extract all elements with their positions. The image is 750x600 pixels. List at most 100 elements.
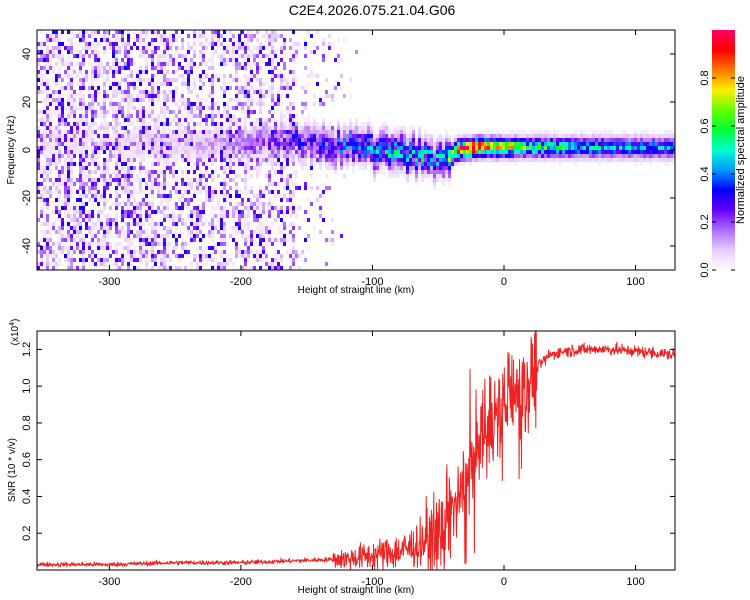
spectrogram-cell — [361, 162, 364, 166]
spectrogram-cell — [169, 258, 172, 262]
spectrogram-cell — [235, 214, 238, 218]
spectrogram-cell — [82, 138, 85, 142]
spectrogram-cell — [253, 118, 256, 122]
spectrogram-cell — [133, 106, 136, 110]
spectrogram-cell — [145, 146, 148, 150]
spectrogram-cell — [298, 254, 301, 258]
spectrogram-cell — [265, 46, 268, 50]
spectrogram-cell — [121, 258, 124, 262]
spectrogram-cell — [244, 250, 247, 254]
spectrogram-cell — [46, 62, 49, 66]
spectrogram-cell — [535, 134, 538, 138]
spectrogram-cell — [139, 134, 142, 138]
spectrogram-cell — [289, 134, 292, 138]
spectrogram-cell — [118, 106, 121, 110]
spectrogram-cell — [151, 54, 154, 58]
spectrogram-cell — [445, 134, 448, 138]
spectrogram-cell — [166, 110, 169, 114]
spectrogram-cell — [235, 138, 238, 142]
spectrogram-cell — [559, 134, 562, 138]
spectrogram-cell — [475, 142, 478, 146]
spectrogram-cell — [292, 158, 295, 162]
spectrogram-cell — [175, 70, 178, 74]
spectrogram-cell — [103, 98, 106, 102]
spectrogram-cell — [538, 146, 541, 150]
spectrogram-cell — [349, 162, 352, 166]
spectrogram-cell — [70, 206, 73, 210]
spectrogram-cell — [55, 210, 58, 214]
spectrogram-cell — [361, 126, 364, 130]
spectrogram-cell — [124, 170, 127, 174]
spectrogram-cell — [154, 262, 157, 266]
spectrogram-cell — [256, 118, 259, 122]
spectrogram-cell — [253, 194, 256, 198]
spectrogram-cell — [43, 102, 46, 106]
spectrogram-cell — [613, 158, 616, 162]
spectrogram-cell — [169, 110, 172, 114]
spectrogram-cell — [670, 142, 673, 146]
spectrogram-cell — [223, 194, 226, 198]
spectrogram-cell — [124, 98, 127, 102]
spectrogram-cell — [190, 166, 193, 170]
spectrogram-cell — [172, 150, 175, 154]
spectrogram-cell — [511, 146, 514, 150]
spectrogram-cell — [211, 250, 214, 254]
spectrogram-cell — [118, 174, 121, 178]
spectrogram-cell — [136, 210, 139, 214]
spectrogram-cell — [49, 226, 52, 230]
spectrogram-cell — [79, 158, 82, 162]
spectrogram-cell — [94, 170, 97, 174]
spectrogram-cell — [355, 154, 358, 158]
spectrogram-cell — [94, 166, 97, 170]
spectrogram-cell — [310, 34, 313, 38]
spectrogram-cell — [583, 142, 586, 146]
spectrogram-cell — [70, 122, 73, 126]
spectrogram-cell — [289, 266, 292, 270]
spectrogram-cell — [430, 166, 433, 170]
spectrogram-cell — [388, 174, 391, 178]
spectrogram-cell — [652, 154, 655, 158]
spectrogram-cell — [103, 158, 106, 162]
spectrogram-cell — [202, 42, 205, 46]
spectrogram-cell — [229, 106, 232, 110]
spectrogram-cell — [406, 146, 409, 150]
spectrogram-cell — [238, 90, 241, 94]
spectrogram-cell — [145, 150, 148, 154]
spectrogram-cell — [115, 170, 118, 174]
spectrogram-cell — [499, 158, 502, 162]
spectrogram-cell — [256, 254, 259, 258]
spectrogram-cell — [49, 230, 52, 234]
spectrogram-cell — [118, 170, 121, 174]
spectrogram-cell — [172, 62, 175, 66]
spectrogram-cell — [178, 218, 181, 222]
spectrogram-cell — [499, 150, 502, 154]
spectrogram-cell — [607, 158, 610, 162]
spectrogram-cell — [268, 266, 271, 270]
spectrogram-cell — [166, 182, 169, 186]
spectrogram-cell — [91, 94, 94, 98]
spectrogram-cell — [220, 42, 223, 46]
spectrogram-cell — [172, 70, 175, 74]
spectrogram-cell — [109, 138, 112, 142]
spectrogram-cell — [274, 206, 277, 210]
spectrogram-cell — [178, 98, 181, 102]
spectrogram-cell — [124, 90, 127, 94]
spectrogram-cell — [265, 186, 268, 190]
spectrogram-cell — [325, 150, 328, 154]
spectrogram-cell — [232, 62, 235, 66]
spectrogram-cell — [535, 138, 538, 142]
spectrogram-cell — [94, 162, 97, 166]
spectrogram-cell — [163, 150, 166, 154]
spectrogram-cell — [118, 230, 121, 234]
spectrogram-cell — [130, 258, 133, 262]
spectrogram-cell — [145, 242, 148, 246]
spectrogram-cell — [352, 134, 355, 138]
spectrogram-cell — [280, 242, 283, 246]
spectrogram-cell — [274, 162, 277, 166]
spectrogram-cell — [457, 138, 460, 142]
spectrogram-cell — [424, 138, 427, 142]
spectrogram-cell — [166, 150, 169, 154]
spectrogram-cell — [82, 238, 85, 242]
spectrogram-cell — [115, 230, 118, 234]
spectrogram-cell — [640, 154, 643, 158]
